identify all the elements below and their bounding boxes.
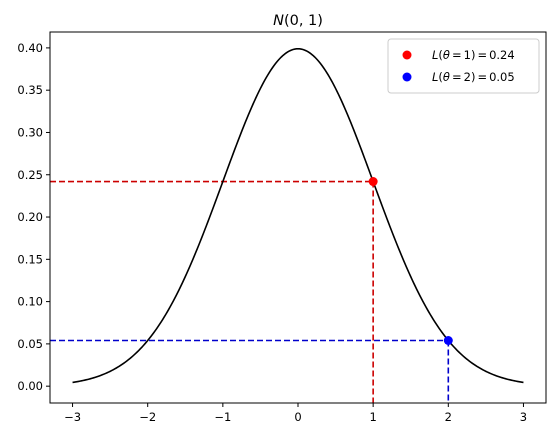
y-tick-label: 0.25	[17, 168, 43, 182]
legend-label-arg: 2	[464, 70, 471, 84]
chart-title-args: (0, 1)	[284, 13, 323, 29]
legend-label-paren-close: )	[471, 70, 476, 84]
legend-label-value: 0.05	[489, 70, 515, 84]
y-tick-label: 0.15	[17, 252, 43, 266]
legend-label-1: L(θ = 1) = 0.24	[432, 48, 515, 62]
x-tick-label: 0	[294, 410, 301, 424]
x-tick-label: −1	[214, 410, 231, 424]
x-tick-label: 2	[445, 410, 452, 424]
y-tick-label: 0.40	[17, 41, 43, 55]
legend-label-eq: =	[452, 48, 462, 62]
legend-label-paren-close: )	[471, 48, 476, 62]
y-tick-label: 0.10	[17, 295, 43, 309]
y-tick-label: 0.00	[17, 379, 43, 393]
legend-label-eq2: =	[477, 70, 487, 84]
chart-title: N(0, 1)	[273, 13, 323, 29]
legend: L(θ = 1) = 0.24 L(θ = 2) = 0.05	[388, 39, 539, 93]
legend-label-2: L(θ = 2) = 0.05	[432, 70, 515, 84]
x-tick-label: −2	[139, 410, 156, 424]
y-tick-label: 0.30	[17, 125, 43, 139]
legend-label-arg: 1	[464, 48, 471, 62]
point-2	[444, 336, 453, 345]
x-tick-label: −3	[64, 410, 81, 424]
chart-title-n: N	[273, 13, 284, 29]
legend-marker-2	[403, 73, 412, 82]
point-1	[369, 177, 378, 186]
legend-marker-1	[403, 51, 412, 60]
legend-label-param: θ	[443, 48, 450, 62]
y-tick-label: 0.20	[17, 210, 43, 224]
x-tick-label: 3	[520, 410, 527, 424]
x-tick-label: 1	[369, 410, 376, 424]
legend-label-eq2: =	[477, 48, 487, 62]
legend-label-eq: =	[452, 70, 462, 84]
y-tick-label: 0.35	[17, 83, 43, 97]
y-tick-label: 0.05	[17, 337, 43, 351]
legend-label-value: 0.24	[489, 48, 515, 62]
legend-label-param: θ	[443, 70, 450, 84]
